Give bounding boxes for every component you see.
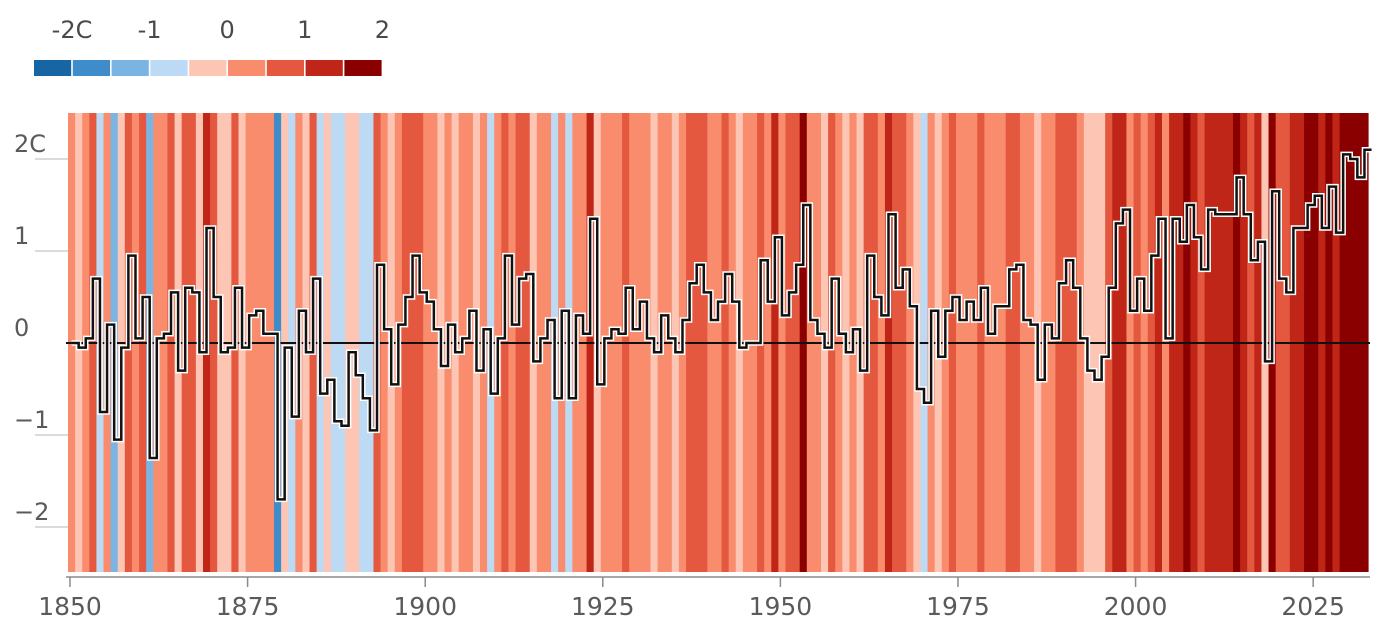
anomaly-step-line bbox=[71, 148, 1372, 501]
x-tick-label: 1900 bbox=[393, 592, 457, 621]
legend-label: 1 bbox=[297, 16, 312, 44]
legend-label: 0 bbox=[220, 16, 235, 44]
x-tick-label: 1850 bbox=[38, 592, 102, 621]
y-tick-label: 1 bbox=[14, 222, 29, 250]
anomaly-line-layer bbox=[71, 147, 1372, 503]
color-scale-legend: -2C -1 0 1 2 bbox=[34, 16, 390, 76]
x-tick-label: 1950 bbox=[749, 592, 813, 621]
y-tick-label: −1 bbox=[14, 406, 49, 434]
legend-swatch bbox=[34, 60, 72, 76]
x-axis: 1850 1875 1900 1925 1950 1975 2000 2025 bbox=[38, 576, 1370, 621]
y-tick-label: 0 bbox=[14, 314, 29, 342]
legend-swatch bbox=[266, 60, 304, 76]
x-tick-label: 1925 bbox=[571, 592, 635, 621]
y-axis: 2C 1 0 −1 −2 bbox=[14, 130, 49, 526]
legend-swatch bbox=[189, 60, 227, 76]
legend-swatch bbox=[305, 60, 343, 76]
x-tick-label: 1875 bbox=[216, 592, 280, 621]
y-tick-label: −2 bbox=[14, 498, 49, 526]
legend-swatch bbox=[344, 60, 382, 76]
legend-swatch bbox=[228, 60, 266, 76]
legend-swatch bbox=[150, 60, 188, 76]
x-tick-label: 1975 bbox=[926, 592, 990, 621]
y-gridlines bbox=[35, 158, 68, 528]
legend-label: 2 bbox=[375, 16, 390, 44]
legend-label: -2C bbox=[52, 16, 93, 44]
x-tick-label: 2000 bbox=[1104, 592, 1168, 621]
legend-swatch bbox=[111, 60, 149, 76]
legend-swatch bbox=[72, 60, 110, 76]
y-tick-label: 2C bbox=[14, 130, 46, 158]
x-tick-label: 2025 bbox=[1281, 592, 1345, 621]
legend-label: -1 bbox=[138, 16, 162, 44]
